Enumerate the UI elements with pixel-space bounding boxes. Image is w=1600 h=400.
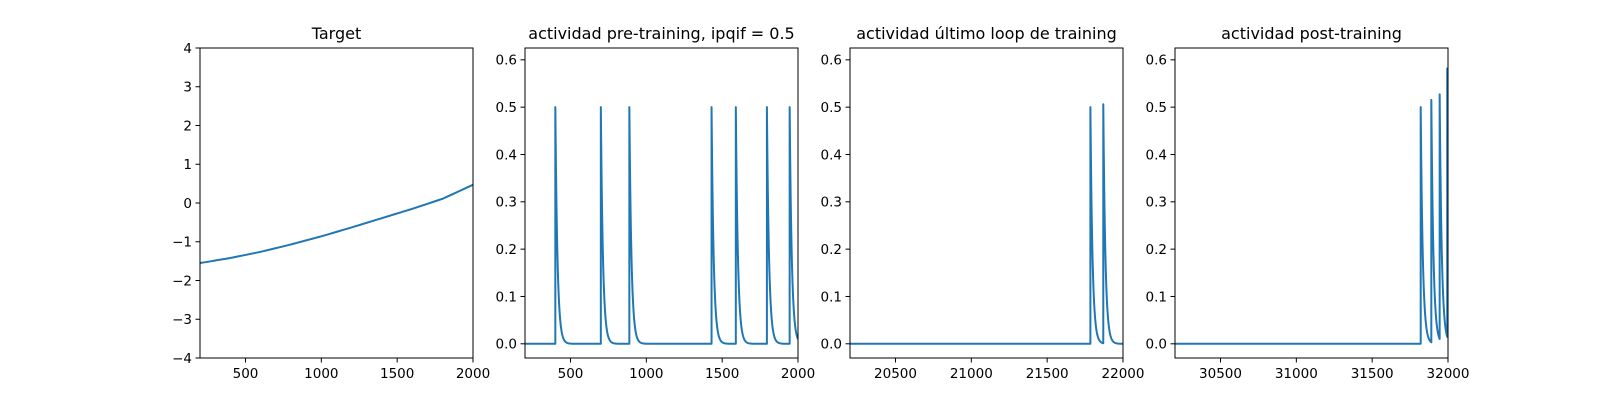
x-tick-label: 1000 xyxy=(304,366,338,382)
series-line xyxy=(850,103,1123,345)
panel-title: actividad post-training xyxy=(1221,24,1402,43)
y-tick-label: 0.4 xyxy=(496,147,517,163)
y-tick-label: 0.1 xyxy=(1146,289,1167,305)
series-line xyxy=(200,183,473,265)
y-tick-label: 0.6 xyxy=(496,53,517,69)
x-tick-label: 32000 xyxy=(1427,366,1470,382)
y-tick-label: 0.4 xyxy=(1146,147,1167,163)
y-tick-label: −4 xyxy=(172,351,192,367)
x-tick-label: 2000 xyxy=(781,366,815,382)
x-tick-label: 31500 xyxy=(1351,366,1394,382)
y-tick-label: 0.0 xyxy=(821,337,842,353)
panel-title: actividad pre-training, ipqif = 0.5 xyxy=(528,24,794,43)
axes-frame xyxy=(524,47,799,359)
y-tick-label: 0.4 xyxy=(821,147,842,163)
x-tick-label: 22000 xyxy=(1102,366,1145,382)
panel-title: actividad último loop de training xyxy=(856,24,1117,43)
x-tick-label: 1500 xyxy=(380,366,414,382)
x-tick-label: 1000 xyxy=(629,366,663,382)
series-line xyxy=(525,106,798,345)
y-tick-label: 0.5 xyxy=(821,100,842,116)
y-tick-label: −3 xyxy=(172,312,192,328)
y-tick-label: 0.0 xyxy=(496,337,517,353)
y-tick-label: −1 xyxy=(172,235,192,251)
y-tick-label: 0.6 xyxy=(1146,53,1167,69)
x-tick-label: 2000 xyxy=(456,366,490,382)
x-tick-label: 20500 xyxy=(874,366,917,382)
y-tick-label: 0.3 xyxy=(496,195,517,211)
panel-target: Target 500 1000 1500 2000 −4 −3 −2 −1 0 1 2 3 4 xyxy=(172,24,490,382)
panel-title: Target xyxy=(311,24,362,43)
y-tick-label: 0.1 xyxy=(496,289,517,305)
y-tick-label: 0.0 xyxy=(1146,337,1167,353)
y-tick-label: 0.6 xyxy=(821,53,842,69)
y-tick-label: 0.3 xyxy=(821,195,842,211)
panel-post-training: actividad post-training 30500 31000 31500 32… xyxy=(1146,24,1470,382)
y-tick-label: 1 xyxy=(183,157,192,173)
y-tick-label: 0.2 xyxy=(1146,242,1167,258)
x-tick-label: 500 xyxy=(233,366,259,382)
y-tick-label: 0.5 xyxy=(496,100,517,116)
x-tick-label: 500 xyxy=(558,366,584,382)
axes-frame xyxy=(199,47,474,359)
y-tick-label: 0.5 xyxy=(1146,100,1167,116)
x-tick-label: 21000 xyxy=(950,366,993,382)
panel-pre-training: actividad pre-training, ipqif = 0.5 500 10… xyxy=(496,24,816,382)
y-tick-label: 0.1 xyxy=(821,289,842,305)
y-tick-label: 0 xyxy=(183,196,192,212)
y-tick-label: −2 xyxy=(172,273,192,289)
y-tick-label: 0.2 xyxy=(821,242,842,258)
y-tick-label: 0.2 xyxy=(496,242,517,258)
y-tick-label: 3 xyxy=(183,80,192,96)
y-tick-label: 4 xyxy=(183,41,192,57)
x-tick-label: 30500 xyxy=(1199,366,1242,382)
x-tick-label: 21500 xyxy=(1026,366,1069,382)
axes-frame xyxy=(1174,47,1449,359)
axes-frame xyxy=(849,47,1124,359)
panel-last-training-loop: actividad último loop de training 20500 21… xyxy=(821,24,1145,382)
y-tick-label: 2 xyxy=(183,118,192,134)
x-tick-label: 1500 xyxy=(705,366,739,382)
series-line xyxy=(1175,67,1448,345)
x-tick-label: 31000 xyxy=(1275,366,1318,382)
y-tick-label: 0.3 xyxy=(1146,195,1167,211)
